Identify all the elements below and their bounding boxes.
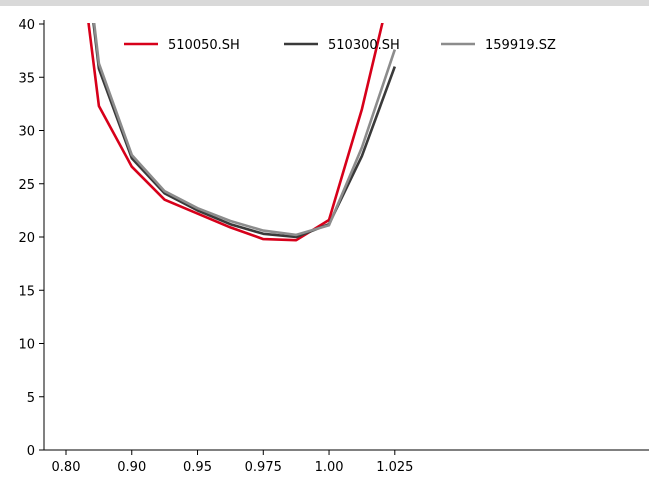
y-tick-label: 20	[18, 231, 35, 246]
y-tick-label: 30	[18, 125, 35, 140]
x-tick-label: 0.90	[117, 460, 146, 475]
y-tick-label: 0	[27, 444, 35, 459]
y-tick-label: 5	[27, 391, 35, 406]
y-tick-label: 10	[18, 338, 35, 353]
legend-label: 510050.SH	[168, 38, 240, 53]
window-top-border	[0, 0, 649, 6]
x-tick-label: 1.025	[376, 460, 413, 475]
x-tick-label: 0.95	[183, 460, 212, 475]
series-line-159919-sz	[92, 23, 397, 237]
y-tick-label: 25	[18, 178, 35, 193]
x-tick-label: 1.00	[315, 460, 344, 475]
legend-label: 159919.SZ	[485, 38, 556, 53]
y-tick-label: 35	[18, 71, 35, 86]
legend-label: 510300.SH	[328, 38, 400, 53]
y-tick-label: 40	[18, 18, 35, 33]
y-tick-label: 15	[18, 284, 35, 299]
x-tick-label: 0.80	[52, 460, 81, 475]
x-tick-label: 0.975	[245, 460, 282, 475]
series-line-510050-sh	[87, 23, 384, 242]
series-line-510300-sh	[92, 23, 397, 239]
